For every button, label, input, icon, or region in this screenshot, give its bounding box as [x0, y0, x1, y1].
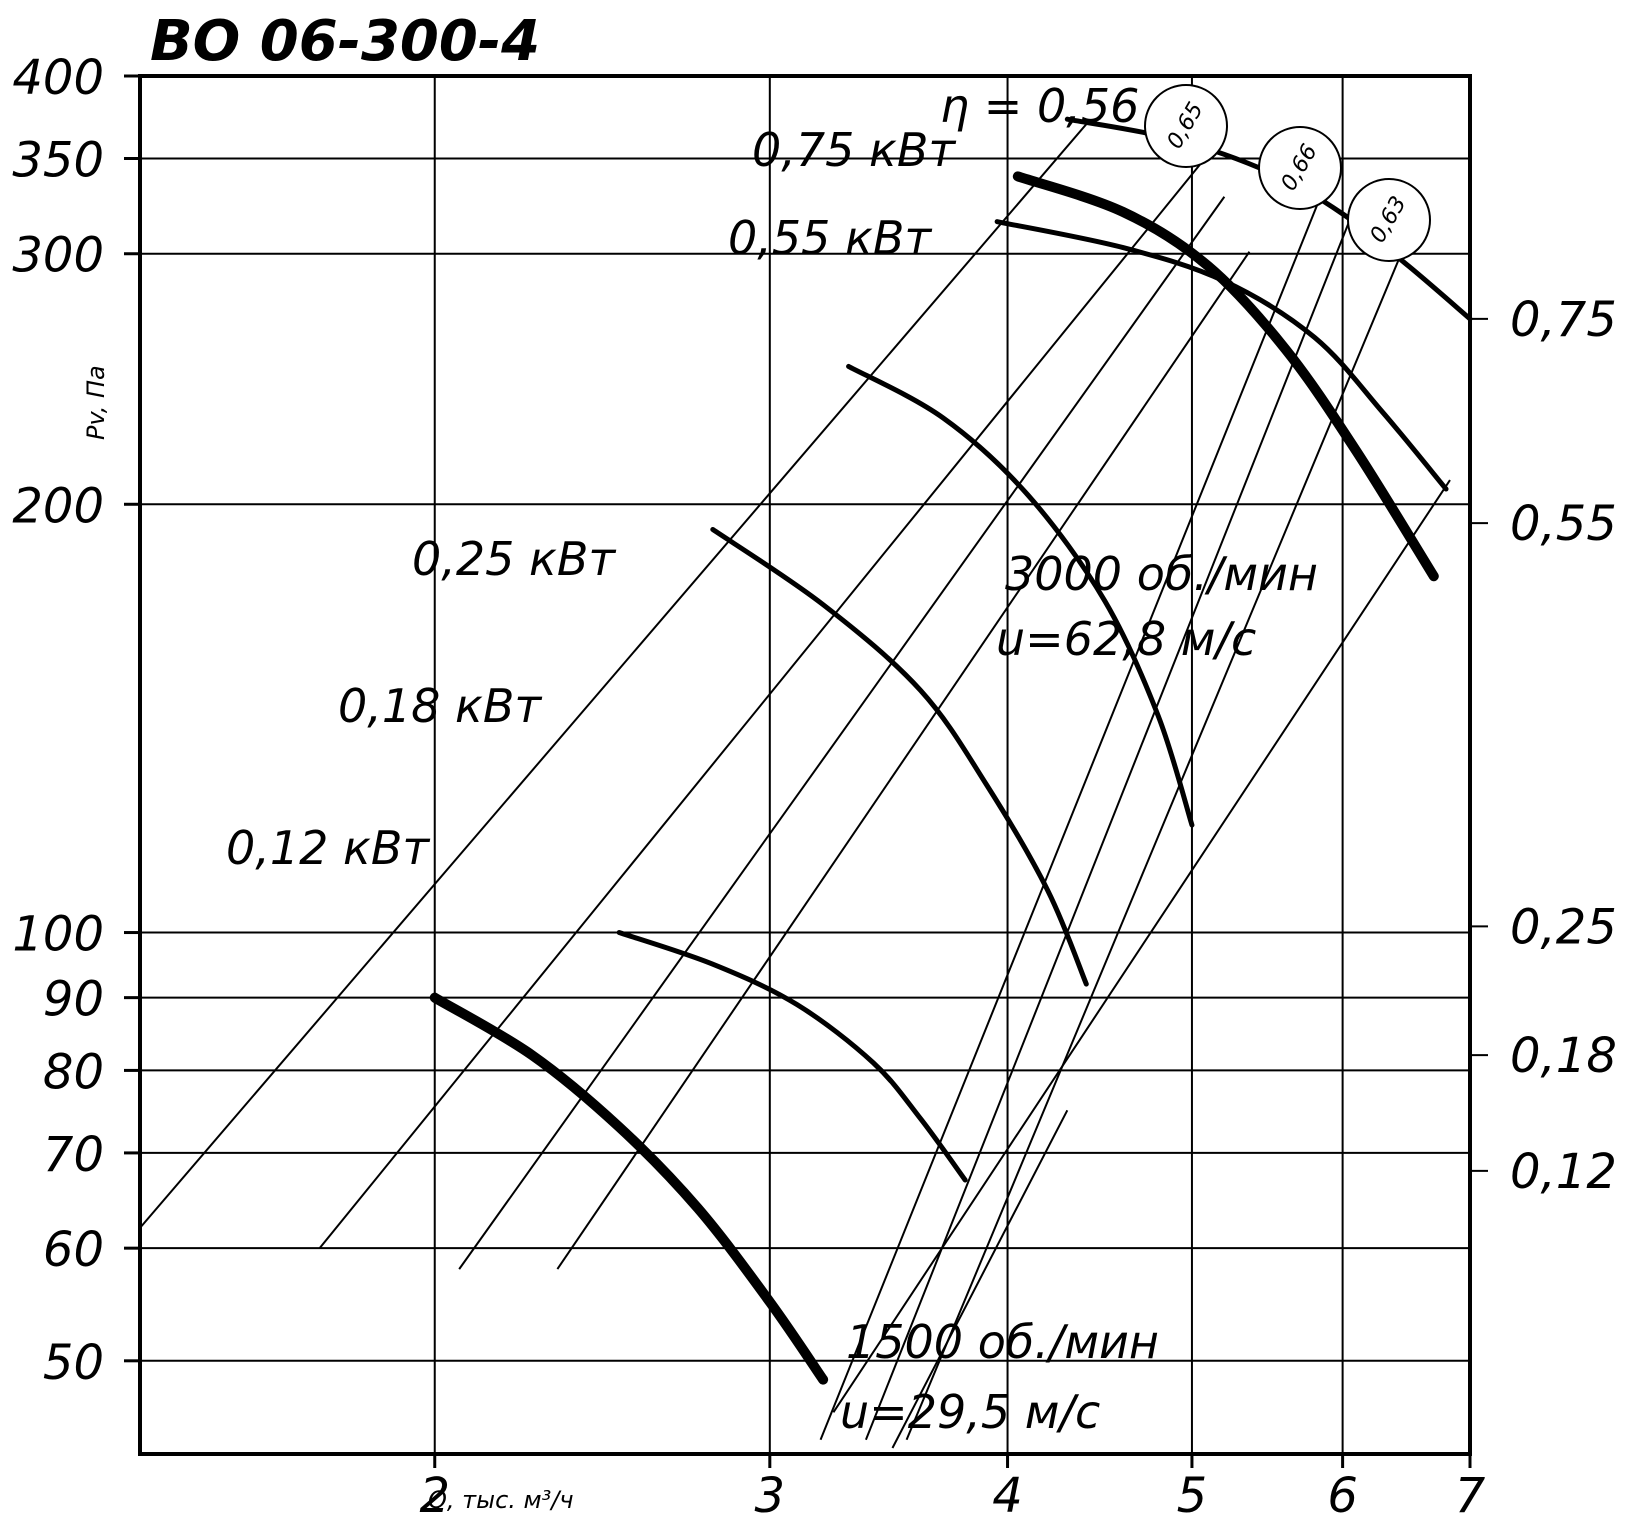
speed-high-label: 3000 об./мин — [1005, 547, 1318, 601]
diagonal-line-0 — [318, 159, 1205, 1249]
y-tick-label-90: 90 — [43, 972, 104, 1028]
efficiency-line-2 — [864, 196, 1360, 1441]
y-tick-label-350: 350 — [12, 133, 104, 189]
power-label-075: 0,75 кВт — [752, 123, 956, 177]
power-label-025: 0,25 кВт — [412, 532, 616, 586]
diagonal-line-4 — [891, 1109, 1069, 1449]
y-tick-label-80: 80 — [43, 1044, 104, 1100]
x-tick-label-2: 2 — [419, 1468, 450, 1522]
power-tick-label-0,75: 0,75 — [1510, 292, 1617, 348]
efficiency-line-0 — [139, 123, 1088, 1229]
eta-circle-066: 0,66 — [1258, 126, 1342, 210]
x-tick-label-3: 3 — [755, 1468, 786, 1522]
curve-2 — [710, 526, 1089, 987]
x-tick-label-5: 5 — [1177, 1468, 1208, 1522]
power-label-055: 0,55 кВт — [728, 211, 932, 265]
x-tick-label-7: 7 — [1455, 1468, 1486, 1522]
power-label-018: 0,18 кВт — [338, 679, 542, 733]
diagonal-line-2 — [556, 251, 1251, 1270]
y-tick-label-50: 50 — [43, 1335, 104, 1391]
y-axis-label: Pv, Па — [82, 365, 110, 440]
horizontal-gridlines — [140, 157, 1470, 1362]
power-tick-label-0,12: 0,12 — [1510, 1144, 1617, 1200]
u-high-label: u=62,8 м/с — [996, 612, 1256, 666]
x-tick-label-6: 6 — [1327, 1468, 1358, 1522]
efficiency-line-3 — [905, 259, 1400, 1441]
x-tick-labels: 2 3 4 5 6 7 — [419, 1454, 1486, 1522]
power-scale-ticks — [1470, 317, 1488, 1172]
y-tick-label-70: 70 — [43, 1127, 104, 1183]
x-axis-label: Q, тыс. м³/ч — [428, 1486, 574, 1514]
plot-frame — [138, 74, 1472, 1456]
efficiency-line-1 — [819, 172, 1332, 1441]
curve-5 — [994, 219, 1449, 492]
eta-main-label: η = 0,56 — [940, 79, 1139, 133]
eta-circle-065: 0,65 — [1144, 84, 1228, 168]
diagonal-line-3 — [832, 479, 1451, 1413]
power-scale-labels: 0,75 0,55 0,25 0,18 0,12 — [1510, 292, 1617, 1200]
power-tick-label-0,55: 0,55 — [1510, 496, 1617, 552]
curve-3 — [846, 363, 1195, 828]
u-low-label: u=29,5 м/с — [840, 1385, 1100, 1439]
y-tick-label-300: 300 — [12, 228, 104, 284]
power-label-012: 0,12 кВт — [226, 821, 430, 875]
y-tick-label-200: 200 — [12, 478, 104, 534]
curve-1 — [616, 930, 968, 1183]
diagonal-line-1 — [458, 196, 1226, 1270]
power-tick-label-0,18: 0,18 — [1510, 1028, 1617, 1084]
x-tick-label-4: 4 — [992, 1468, 1023, 1522]
chart-title: ВО 06-300-4 — [150, 9, 540, 74]
y-tick-label-60: 60 — [43, 1222, 104, 1278]
speed-low-label: 1500 об./мин — [846, 1315, 1159, 1369]
curve-0 — [429, 992, 829, 1385]
power-tick-label-0,25: 0,25 — [1510, 899, 1617, 955]
efficiency-lines — [139, 123, 1451, 1449]
y-tick-labels: 400 350 300 200 100 90 80 70 60 50 — [12, 50, 140, 1391]
eta-circle-063: 0,63 — [1347, 178, 1431, 262]
y-tick-label-100: 100 — [12, 907, 104, 963]
curve-4 — [1012, 171, 1439, 582]
y-tick-label-400: 400 — [12, 50, 104, 106]
